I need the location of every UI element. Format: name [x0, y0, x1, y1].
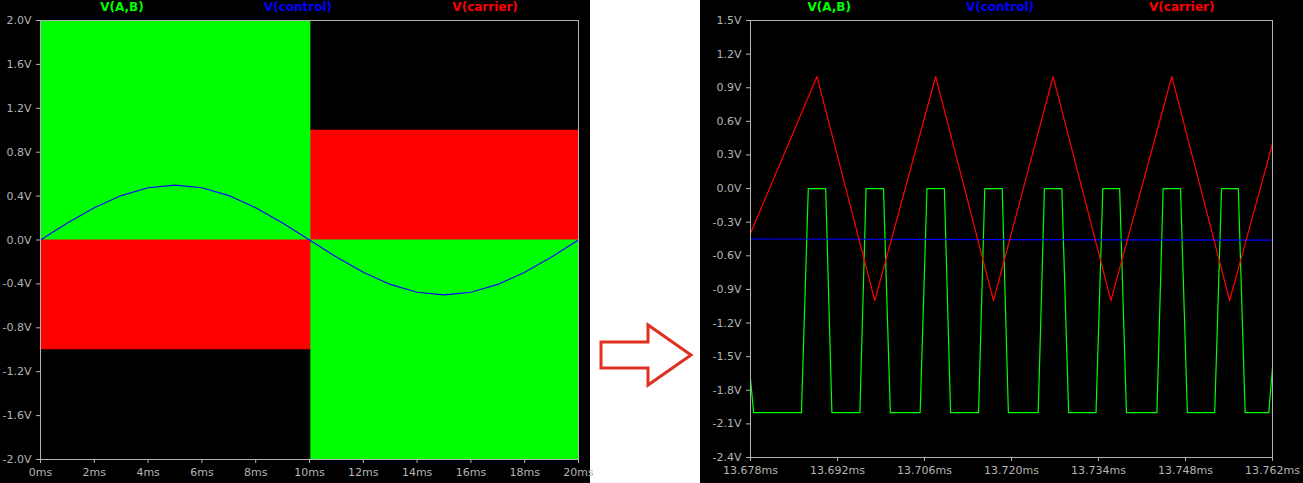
- svg-text:-0.8V: -0.8V: [3, 321, 32, 334]
- html-text:V(carrier): V(carrier): [1149, 0, 1215, 14]
- svg-text:-1.2V: -1.2V: [3, 365, 32, 378]
- svg-text:-0.3V: -0.3V: [713, 216, 742, 229]
- svg-text:1.2V: 1.2V: [6, 102, 31, 115]
- svg-text:-1.8V: -1.8V: [713, 384, 742, 397]
- svg-text:13.720ms: 13.720ms: [984, 464, 1039, 477]
- svg-text:-2.1V: -2.1V: [713, 417, 742, 430]
- svg-text:-0.9V: -0.9V: [713, 283, 742, 296]
- svg-text:-0.4V: -0.4V: [3, 277, 32, 290]
- svg-text:2.0V: 2.0V: [6, 14, 31, 27]
- svg-text:-1.5V: -1.5V: [713, 350, 742, 363]
- svg-text:0ms: 0ms: [29, 466, 53, 479]
- svg-text:16ms: 16ms: [456, 466, 487, 479]
- svg-text:12ms: 12ms: [348, 466, 379, 479]
- svg-text:10ms: 10ms: [294, 466, 325, 479]
- svg-text:-0.6V: -0.6V: [713, 249, 742, 262]
- svg-text:2ms: 2ms: [83, 466, 107, 479]
- svg-text:0.8V: 0.8V: [6, 146, 31, 159]
- svg-text:4ms: 4ms: [136, 466, 160, 479]
- svg-text:18ms: 18ms: [509, 466, 540, 479]
- svg-text:1.6V: 1.6V: [6, 58, 31, 71]
- svg-text:20ms: 20ms: [563, 466, 594, 479]
- svg-text:-1.2V: -1.2V: [713, 317, 742, 330]
- html-text:V(carrier): V(carrier): [452, 0, 518, 14]
- svg-text:0.4V: 0.4V: [6, 190, 31, 203]
- svg-text:0.6V: 0.6V: [716, 115, 741, 128]
- svg-text:0.0V: 0.0V: [6, 234, 31, 247]
- svg-text:13.706ms: 13.706ms: [897, 464, 952, 477]
- svg-text:0.0V: 0.0V: [716, 182, 741, 195]
- svg-text:13.762ms: 13.762ms: [1245, 464, 1300, 477]
- html-text:V(A,B): V(A,B): [807, 0, 851, 14]
- svg-text:0.3V: 0.3V: [716, 148, 741, 161]
- html-text:V(control): V(control): [965, 0, 1035, 14]
- svg-text:13.734ms: 13.734ms: [1071, 464, 1126, 477]
- html-text:V(A,B): V(A,B): [100, 0, 144, 14]
- svg-text:-1.6V: -1.6V: [3, 409, 32, 422]
- svg-text:-2.4V: -2.4V: [713, 451, 742, 464]
- svg-text:13.748ms: 13.748ms: [1158, 464, 1213, 477]
- svg-text:0.9V: 0.9V: [716, 81, 741, 94]
- svg-text:8ms: 8ms: [244, 466, 268, 479]
- svg-text:13.678ms: 13.678ms: [723, 464, 778, 477]
- svg-text:1.2V: 1.2V: [716, 48, 741, 61]
- svg-text:-2.0V: -2.0V: [3, 453, 32, 466]
- svg-text:13.692ms: 13.692ms: [810, 464, 865, 477]
- svg-text:1.5V: 1.5V: [716, 14, 741, 27]
- html-text:V(control): V(control): [263, 0, 333, 14]
- svg-text:14ms: 14ms: [402, 466, 433, 479]
- svg-text:6ms: 6ms: [190, 466, 214, 479]
